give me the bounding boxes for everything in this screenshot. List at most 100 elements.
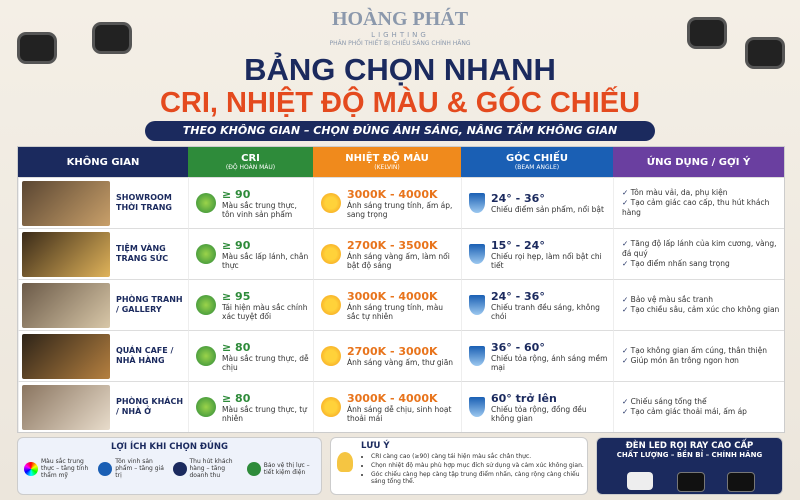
kelvin-value: 3000K - 4000K — [347, 289, 438, 303]
note-box: LƯU Ý CRI càng cao (≥90) càng tái hiện m… — [330, 437, 588, 495]
column-subtitle: (BEAM ANGLE) — [514, 164, 560, 171]
beam-text: 60° trở lên Chiếu tỏa rộng, đồng đều khôn… — [491, 392, 610, 423]
spotlight-icon — [748, 40, 782, 66]
use-item: Tôn màu vải, da, phụ kiện — [622, 188, 781, 198]
beam-cell: 60° trở lên Chiếu tỏa rộng, đồng đều khôn… — [461, 381, 613, 432]
cri-cell: ≥ 80 Màu sắc trung thực, tự nhiên — [188, 381, 313, 432]
beam-text: 15° - 24° Chiếu rọi hẹp, làm nổi bật chi … — [491, 239, 610, 270]
kelvin-desc: Ánh sáng vàng ấm, làm nổi bật độ sáng — [347, 251, 450, 270]
kelvin-desc: Ánh sáng vàng ấm, thư giãn — [347, 358, 454, 367]
cri-desc: Màu sắc lấp lánh, chân thực — [222, 251, 309, 270]
beam-cell: 36° - 60° Chiếu tỏa rộng, ánh sáng mềm mạ… — [461, 330, 613, 381]
kelvin-text: 3000K - 4000K Ánh sáng dễ chịu, sinh hoạt… — [347, 392, 458, 423]
column-title: KHÔNG GIAN — [66, 156, 140, 168]
column-header: ỨNG DỤNG / GỢI Ý — [613, 147, 784, 177]
product-title: ĐÈN LED RỌI RAY CAO CẤP — [625, 441, 754, 451]
kelvin-text: 2700K - 3000K Ánh sáng vàng ấm, thư giãn — [347, 345, 453, 367]
use-item: Tạo không gian ấm cúng, thân thiện — [622, 346, 767, 356]
use-cell: Tôn màu vải, da, phụ kiệnTạo cảm giác ca… — [613, 177, 784, 228]
benefit-text: Bảo vệ thị lực – tiết kiệm điện — [263, 461, 310, 476]
kelvin-desc: Ánh sáng dễ chịu, sinh hoạt thoải mái — [347, 404, 452, 423]
beam-desc: Chiếu tranh đều sáng, không chói — [491, 302, 600, 321]
kelvin-text: 3000K - 4000K Ánh sáng trung tính, ấm áp,… — [347, 188, 458, 219]
use-cell: Bảo vệ màu sắc tranhTạo chiều sâu, cảm x… — [613, 279, 784, 330]
kelvin-value: 3000K - 4000K — [347, 187, 438, 201]
beam-value: 15° - 24° — [491, 238, 545, 252]
beam-value: 24° - 36° — [491, 289, 545, 303]
space-photo — [22, 282, 110, 328]
cri-value: ≥ 95 — [222, 289, 251, 303]
spotlight-icon — [20, 35, 54, 61]
space-name: QUÁN CAFE / NHÀ HÀNG — [116, 345, 174, 365]
product-image — [677, 472, 705, 492]
kelvin-icon — [321, 346, 341, 366]
brand: HOÀNG PHÁT — [331, 8, 469, 30]
beam-icon — [469, 295, 485, 315]
use-list: Tăng độ lấp lánh của kim cương, vàng, đá… — [622, 239, 781, 269]
cri-icon — [196, 295, 216, 315]
kelvin-icon — [321, 397, 341, 417]
benefits-title: LỢI ÍCH KHI CHỌN ĐÚNG — [110, 442, 229, 452]
spotlight-icon — [690, 20, 724, 46]
benefit-icon — [246, 461, 261, 476]
product-tagline: CHẤT LƯỢNG – BỀN BỈ – CHÍNH HÃNG — [616, 451, 763, 459]
kelvin-value: 3000K - 4000K — [347, 391, 438, 405]
space-cell: QUÁN CAFE / NHÀ HÀNG — [18, 330, 188, 381]
title: BẢNG CHỌN NHANH — [244, 52, 556, 87]
column-title: ỨNG DỤNG / GỢI Ý — [646, 156, 751, 168]
cri-cell: ≥ 95 Tái hiện màu sắc chính xác tuyệt đối — [188, 279, 313, 330]
cri-desc: Màu sắc trung thực, dễ chịu — [222, 353, 309, 372]
beam-icon — [469, 244, 485, 264]
note-item: Góc chiếu càng hẹp càng tập trung điểm n… — [371, 471, 587, 485]
column-header: KHÔNG GIAN — [18, 147, 188, 177]
kelvin-cell: 3000K - 4000K Ánh sáng trung tính, ấm áp,… — [313, 177, 461, 228]
use-item: Giúp món ăn trông ngon hơn — [622, 356, 767, 366]
cri-icon — [196, 193, 216, 213]
note-title: LƯU Ý — [361, 441, 390, 451]
beam-desc: Chiếu tỏa rộng, ánh sáng mềm mại — [491, 353, 608, 372]
use-item: Bảo vệ màu sắc tranh — [622, 295, 779, 305]
benefit-text: Thu hút khách hàng – tăng doanh thu — [189, 458, 233, 479]
beam-icon — [469, 193, 485, 213]
column-title: CRI — [241, 153, 260, 164]
cri-text: ≥ 80 Màu sắc trung thực, dễ chịu — [222, 341, 310, 372]
tagline: PHÂN PHỐI THIẾT BỊ CHIẾU SÁNG CHÍNH HÃNG — [329, 40, 471, 47]
use-cell: Tạo không gian ấm cúng, thân thiệnGiúp m… — [613, 330, 784, 381]
cri-cell: ≥ 80 Màu sắc trung thực, dễ chịu — [188, 330, 313, 381]
beam-desc: Chiếu tỏa rộng, đồng đều không gian — [491, 404, 587, 423]
use-cell: Tăng độ lấp lánh của kim cương, vàng, đá… — [613, 228, 784, 279]
cri-text: ≥ 80 Màu sắc trung thực, tự nhiên — [222, 392, 310, 423]
space-name: SHOWROOM THỜI TRANG — [116, 192, 172, 212]
benefit-icon — [172, 461, 187, 476]
kelvin-cell: 2700K - 3000K Ánh sáng vàng ấm, thư giãn — [313, 330, 461, 381]
cri-icon — [196, 346, 216, 366]
cri-text: ≥ 90 Màu sắc lấp lánh, chân thực — [222, 239, 310, 270]
beam-icon — [469, 397, 485, 417]
table: KHÔNG GIAN CRI (ĐỘ HOÀN MÀU) NHIỆT ĐỘ MÀU (K… — [17, 146, 785, 433]
beam-cell: 15° - 24° Chiếu rọi hẹp, làm nổi bật chi … — [461, 228, 613, 279]
cri-text: ≥ 90 Màu sắc trung thực, tôn vinh sản phẩ… — [222, 188, 310, 219]
kelvin-cell: 3000K - 4000K Ánh sáng trung tính, màu sắ… — [313, 279, 461, 330]
kelvin-text: 3000K - 4000K Ánh sáng trung tính, màu sắ… — [347, 290, 458, 321]
kelvin-value: 2700K - 3000K — [347, 345, 438, 358]
beam-value: 24° - 36° — [491, 192, 545, 205]
cri-value: ≥ 90 — [222, 187, 251, 201]
subtitle: CRI, NHIỆT ĐỘ MÀU & GÓC CHIẾU — [159, 87, 641, 119]
note-list: CRI càng cao (≥90) càng tái hiện màu sắc… — [361, 453, 587, 485]
cri-value: ≥ 80 — [222, 340, 251, 354]
space-cell: SHOWROOM THỜI TRANG — [18, 177, 188, 228]
cri-desc: Màu sắc trung thực, tôn vinh sản phẩm — [222, 200, 297, 219]
beam-desc: Chiếu điểm sản phẩm, nổi bật — [491, 205, 604, 214]
kelvin-desc: Ánh sáng trung tính, màu sắc tự nhiên — [347, 302, 444, 321]
use-list: Tôn màu vải, da, phụ kiệnTạo cảm giác ca… — [622, 188, 781, 218]
space-name: PHÒNG TRANH / GALLERY — [116, 294, 183, 314]
cri-desc: Tái hiện màu sắc chính xác tuyệt đối — [222, 302, 308, 321]
brand-sub: LIGHTING — [371, 31, 429, 39]
kelvin-cell: 2700K - 3500K Ánh sáng vàng ấm, làm nổi b… — [313, 228, 461, 279]
use-item: Tạo cảm giác cao cấp, thu hút khách hàng — [622, 198, 781, 218]
beam-text: 36° - 60° Chiếu tỏa rộng, ánh sáng mềm mạ… — [491, 341, 610, 372]
cri-text: ≥ 95 Tái hiện màu sắc chính xác tuyệt đối — [222, 290, 310, 321]
use-item: Tạo điểm nhấn sang trọng — [622, 259, 781, 269]
kelvin-icon — [321, 193, 341, 213]
space-name: TIỆM VÀNG TRANG SỨC — [116, 243, 169, 263]
